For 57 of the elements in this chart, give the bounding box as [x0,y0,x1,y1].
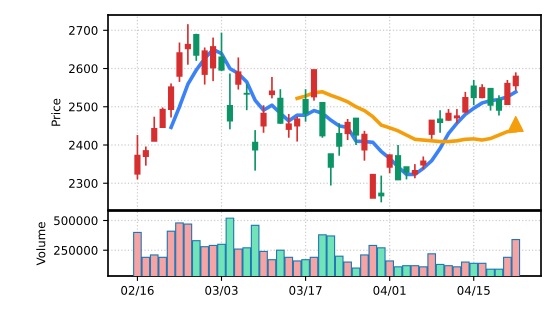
candlestick [420,156,426,170]
candlestick [151,116,158,142]
candlestick [252,129,258,172]
candlestick [361,130,368,162]
candlestick [302,88,309,123]
y-axis-title: Price [51,98,60,126]
candlestick [487,88,494,112]
candlestick [454,108,460,124]
candlestick [470,79,477,106]
candlestick [184,23,191,66]
candlestick [235,56,242,90]
candlestick [512,72,519,92]
x-tick-label: 02/16 [121,286,154,296]
candlestick [352,117,360,146]
candlestick [202,46,208,86]
candlestick [445,108,452,122]
candlestick [244,83,250,112]
candlestick [370,174,376,199]
y-tick-label: 500000 [54,216,98,226]
y-tick-label: 250000 [54,246,98,255]
candlestick [336,122,342,157]
candlestick [504,79,510,106]
candlestick [403,166,410,180]
x-tick-label: 04/15 [458,286,490,296]
candlestick [134,134,141,180]
candlestick [168,82,174,118]
candlestick [344,118,351,141]
y-tick-label: 2600 [69,64,98,74]
candlestick [437,109,444,134]
candlestick [428,119,435,140]
x-tick-label: 03/03 [205,286,238,296]
candlestick [386,153,393,174]
line-series [169,48,518,176]
candlestick [328,152,334,186]
candlestick [210,36,216,82]
candlestick [412,163,418,180]
candlestick [286,113,292,139]
candlestick [176,42,183,83]
candlestick [160,106,166,128]
y-axis-title: Volume [36,222,46,266]
candlestick [462,91,468,114]
candlestick [479,83,486,100]
candlestick [496,94,502,116]
x-tick-label: 03/17 [289,286,322,296]
candlestick [378,174,384,204]
candlestick [260,104,267,134]
candlestick [193,32,200,62]
y-tick-label: 2700 [69,26,98,35]
candlestick [294,116,300,142]
y-tick-label: 2400 [69,140,98,150]
x-tick-label: 04/01 [373,286,406,296]
candlestick [268,76,276,100]
y-tick-label: 2500 [69,102,98,112]
candlestick [218,32,225,72]
y-tick-label: 2300 [69,178,98,188]
candlestick [226,72,233,130]
candlestick [142,146,149,166]
